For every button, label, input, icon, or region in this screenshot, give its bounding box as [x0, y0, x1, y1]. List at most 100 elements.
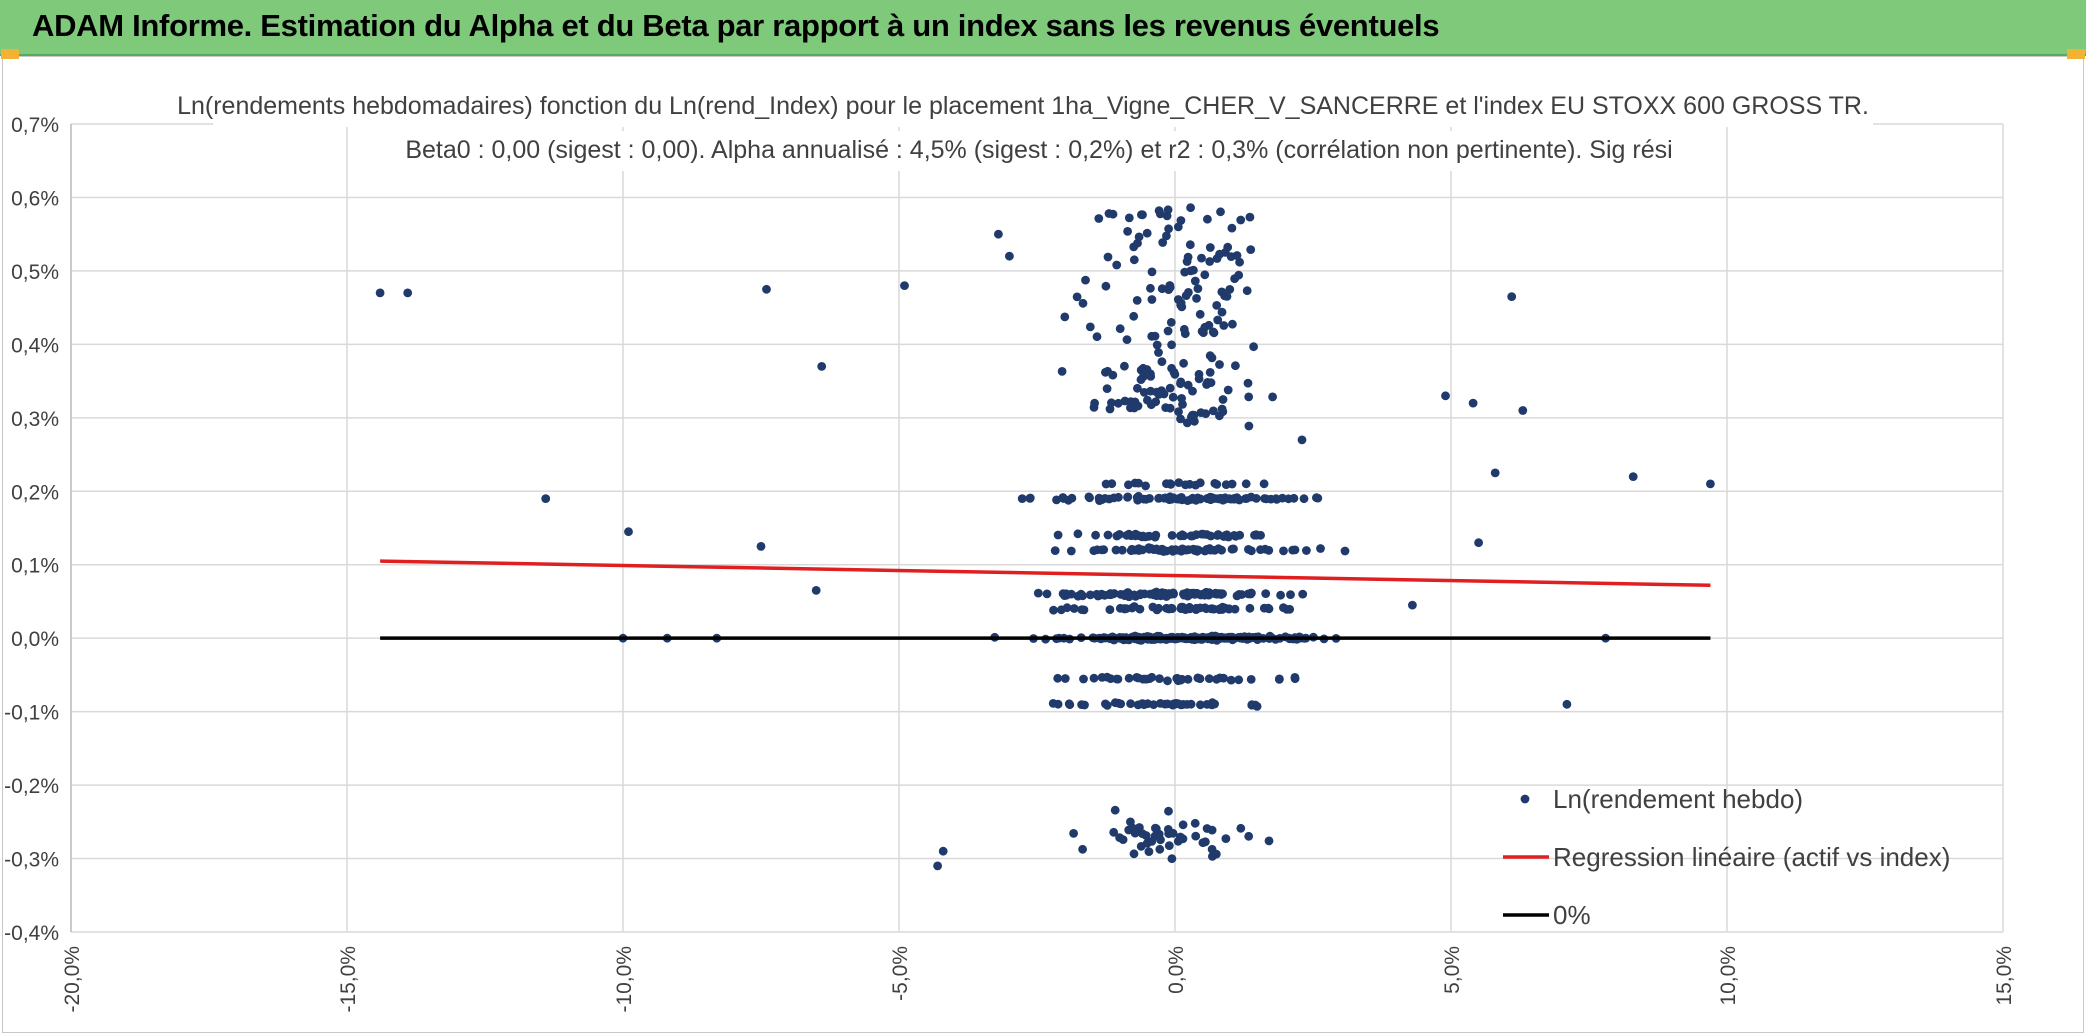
scatter-point: [1243, 378, 1253, 388]
scatter-point: [375, 288, 385, 298]
scatter-point: [1234, 495, 1244, 505]
scatter-point: [1252, 530, 1262, 540]
scatter-point: [1229, 544, 1238, 554]
scatter-point: [1176, 604, 1186, 613]
scatter-point: [1078, 591, 1087, 601]
scatter-point: [1156, 835, 1165, 845]
scatter-point: [1173, 836, 1183, 846]
scatter-point: [1135, 590, 1145, 600]
scatter-point: [1133, 383, 1142, 393]
scatter-point: [1123, 227, 1132, 236]
scatter-point: [1102, 672, 1112, 682]
scatter-point: [1060, 312, 1070, 322]
scatter-point: [1017, 494, 1027, 503]
scatter-point: [1065, 700, 1075, 710]
y-tick-label: 0,1%: [11, 555, 59, 578]
scatter-point: [1192, 588, 1202, 598]
scatter-point: [1174, 407, 1183, 417]
scatter-point: [1113, 398, 1123, 408]
scatter-point: [1162, 231, 1171, 241]
scatter-point: [1134, 232, 1144, 242]
scatter-point: [1103, 530, 1113, 540]
scatter-point: [817, 362, 827, 371]
scatter-point: [1245, 589, 1254, 599]
scatter-point: [1408, 600, 1417, 610]
scatter-point: [1218, 589, 1227, 599]
scatter-point: [1286, 590, 1295, 599]
scatter-point: [1141, 481, 1150, 491]
scatter-point: [1176, 379, 1185, 389]
scatter-point: [1108, 209, 1118, 219]
scatter-point: [1298, 589, 1308, 599]
scatter-point: [1176, 531, 1185, 541]
scatter-point: [1244, 545, 1253, 554]
scatter-point: [1176, 675, 1186, 685]
scatter-point: [1209, 406, 1218, 416]
scatter-point: [1140, 674, 1150, 684]
scatter-point: [1124, 480, 1133, 490]
x-tick-label: -15,0%: [337, 946, 360, 1013]
scatter-point: [1219, 673, 1228, 683]
scatter-point: [1518, 406, 1528, 415]
scatter-point: [1167, 340, 1176, 350]
scatter-point: [1072, 292, 1082, 302]
scatter-point: [1185, 604, 1195, 614]
scatter-point: [1196, 408, 1206, 417]
y-tick-label: 0,5%: [11, 261, 59, 284]
scatter-point: [1165, 383, 1175, 393]
scatter-point: [1147, 295, 1157, 304]
scatter-point: [1279, 603, 1288, 613]
scatter-point: [1186, 531, 1196, 541]
scatter-point: [1236, 823, 1246, 833]
x-tick-label: -20,0%: [61, 946, 84, 1013]
scatter-point: [1168, 392, 1178, 402]
scatter-point: [1468, 398, 1478, 408]
x-tick-label: -5,0%: [889, 946, 912, 1001]
scatter-point: [1200, 322, 1210, 332]
scatter-point: [1067, 493, 1077, 503]
scatter-point: [1290, 674, 1300, 684]
scatter-point: [1129, 311, 1139, 321]
scatter-point: [1179, 324, 1189, 334]
scatter-point: [1053, 530, 1063, 540]
scatter-point: [1226, 252, 1236, 261]
scatter-point: [1118, 835, 1128, 844]
scatter-point: [1129, 602, 1139, 611]
scatter-point: [1185, 240, 1195, 250]
scatter-point: [1182, 257, 1192, 266]
scatter-point: [1166, 318, 1176, 327]
scatter-point: [541, 494, 551, 503]
scatter-point: [1152, 387, 1162, 397]
scatter-point: [1134, 478, 1143, 488]
scatter-point: [1099, 545, 1109, 555]
scatter-point: [1126, 699, 1135, 709]
chart-frame: -0,4% -0,3% -0,2% -0,1% 0,0% 0,1% 0,2% 0,3% 0,4%…: [1, 49, 2085, 1033]
scatter-point: [1189, 265, 1198, 275]
scatter-point: [1227, 223, 1237, 233]
legend-label: 0%: [1553, 900, 1591, 930]
scatter-point: [1177, 546, 1187, 556]
scatter-point: [1092, 545, 1102, 555]
scatter-point: [1207, 604, 1217, 614]
scatter-point: [1179, 358, 1188, 368]
scatter-point: [1188, 386, 1197, 396]
scatter-point: [1226, 675, 1236, 685]
scatter-point: [1212, 480, 1222, 489]
scatter-point: [1156, 699, 1165, 708]
regression-line: [380, 559, 1711, 588]
scatter-point: [1259, 479, 1269, 489]
scatter-point: [1299, 494, 1309, 504]
scatter-point: [1205, 368, 1215, 377]
scatter-point: [1169, 367, 1179, 377]
scatter-point: [1130, 828, 1140, 838]
scatter-point: [1155, 209, 1165, 219]
scatter-point: [1245, 212, 1255, 222]
scatter-point: [1507, 292, 1517, 301]
scatter-point: [1154, 494, 1163, 503]
scatter-point: [1316, 544, 1325, 553]
scatter-point: [1122, 531, 1132, 540]
scatter-point: [1124, 673, 1134, 683]
scatter-point: [1167, 854, 1177, 864]
y-tick-label: 0,7%: [11, 114, 59, 137]
scatter-point: [1212, 301, 1222, 310]
